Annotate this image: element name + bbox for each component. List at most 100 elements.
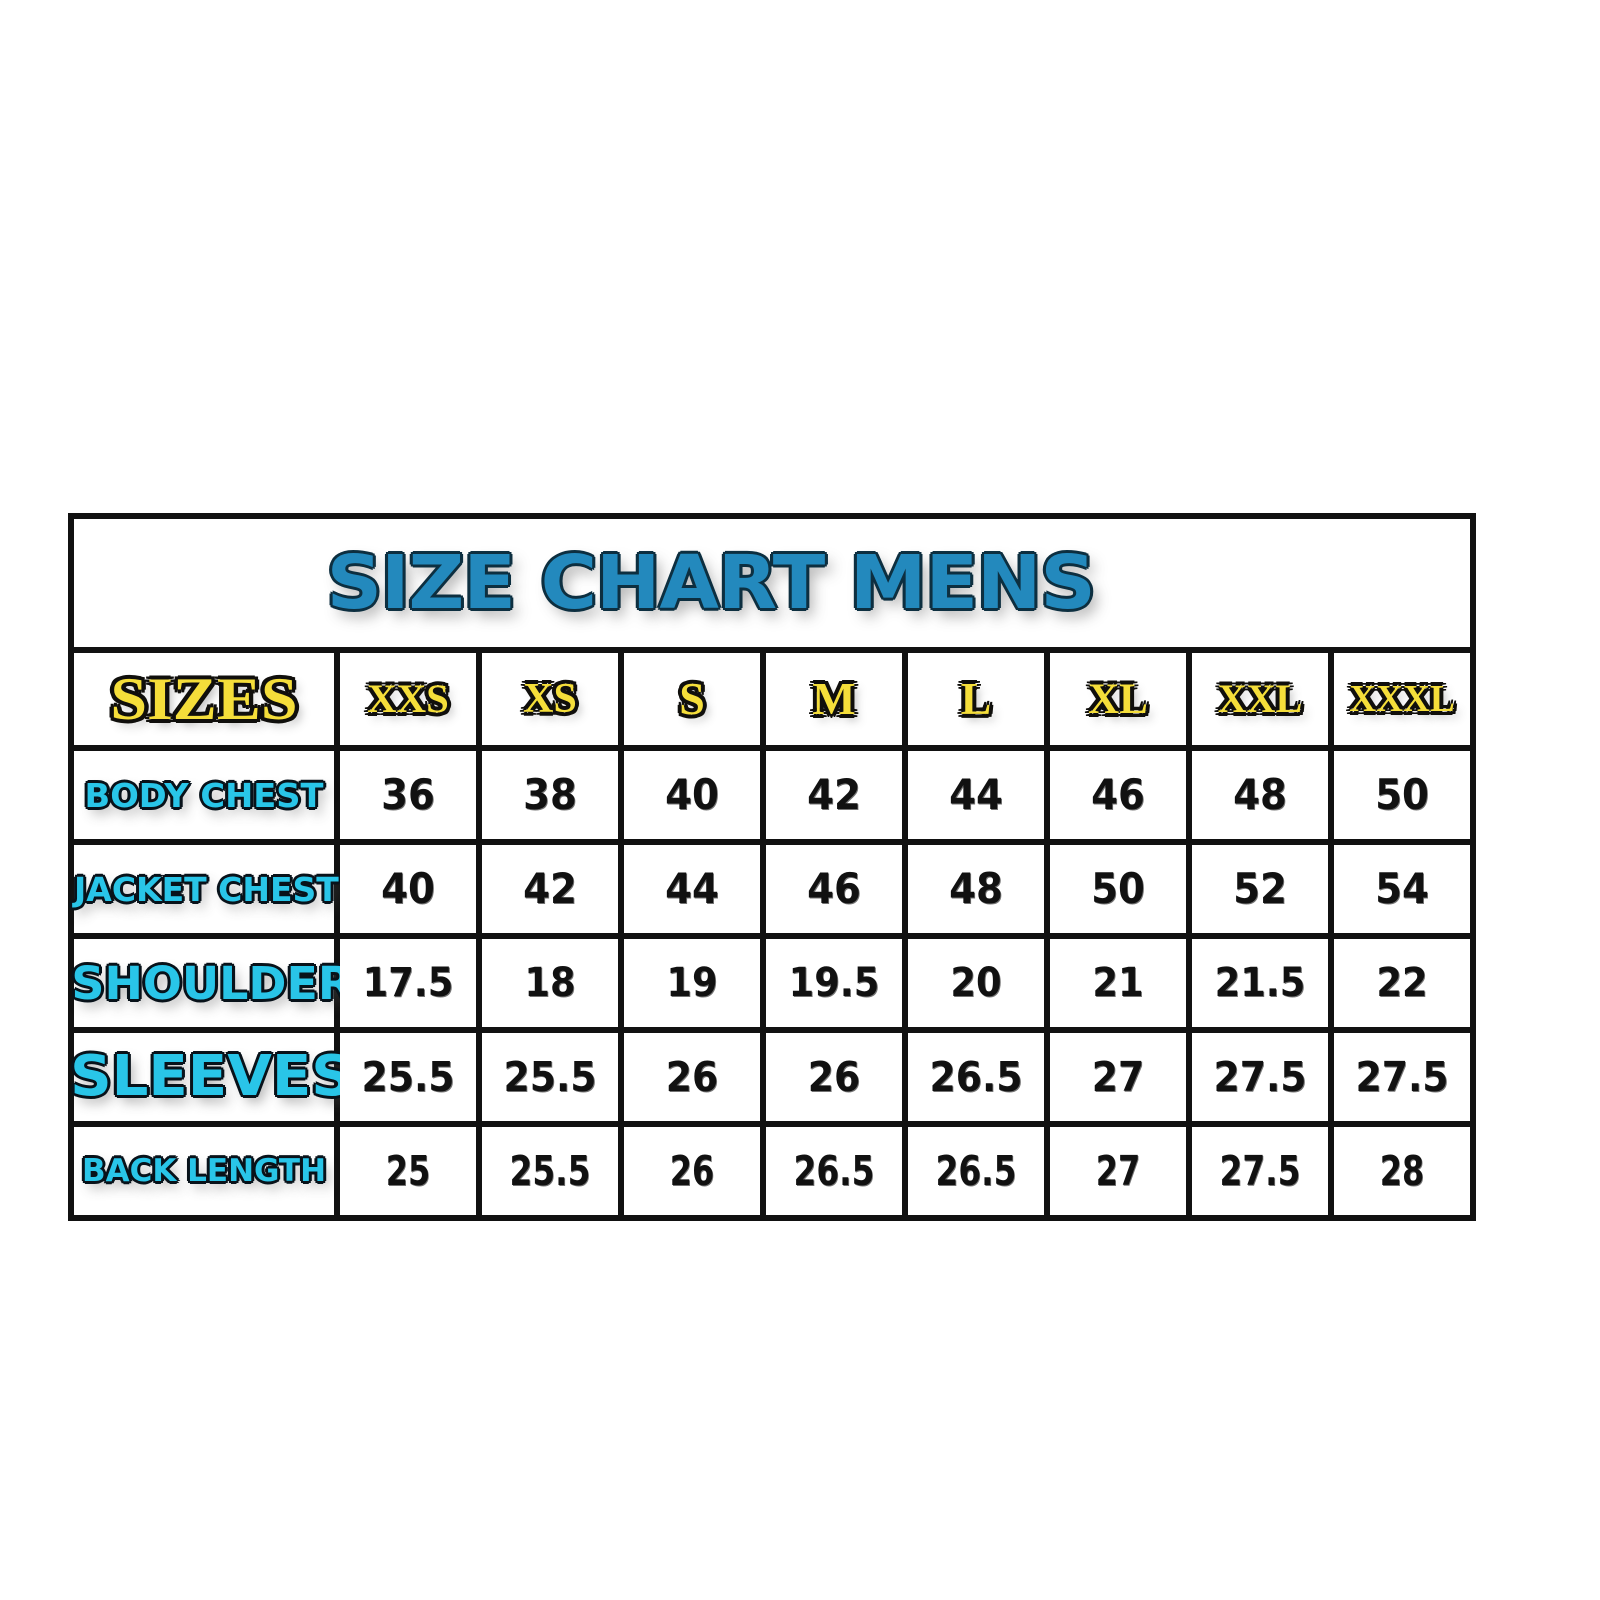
header-cell-xl: XL xyxy=(1044,647,1192,751)
cell-back-length-xxs: 25 xyxy=(334,1121,482,1221)
cell-value: 18 xyxy=(524,960,576,1006)
cell-shoulder-m: 19.5 xyxy=(760,933,908,1033)
cell-value: 27 xyxy=(1095,1146,1141,1195)
cell-sleeves-m: 26 xyxy=(760,1027,908,1127)
row-label-jacket-chest: JACKET CHEST xyxy=(74,869,339,909)
row-label-cell-body-chest: BODY CHEST xyxy=(68,745,340,845)
title-row: SIZE CHART MENS xyxy=(67,513,1477,653)
cell-body-chest-m: 42 xyxy=(760,745,908,845)
cell-value: 19 xyxy=(666,960,718,1006)
cell-value: 48 xyxy=(1233,770,1287,819)
cell-value: 27.5 xyxy=(1355,1052,1449,1101)
cell-body-chest-s: 40 xyxy=(618,745,766,845)
cell-value: 38 xyxy=(523,770,577,819)
cell-value: 54 xyxy=(1375,864,1429,913)
table-row: BODY CHEST 36 38 40 42 44 46 48 50 xyxy=(68,745,1477,845)
page-title: SIZE CHART MENS xyxy=(326,540,1096,626)
cell-body-chest-xxs: 36 xyxy=(334,745,482,845)
header-cell-xxs: XXS xyxy=(334,647,482,751)
cell-sleeves-xxl: 27.5 xyxy=(1186,1027,1334,1127)
header-label-s: S xyxy=(679,673,705,724)
header-label-l: L xyxy=(960,673,992,724)
cell-value: 40 xyxy=(381,864,435,913)
cell-shoulder-xs: 18 xyxy=(476,933,624,1033)
cell-value: 46 xyxy=(807,864,861,913)
cell-value: 25 xyxy=(385,1146,431,1195)
row-label-sleeves: SLEEVES xyxy=(70,1044,353,1109)
cell-sleeves-xl: 27 xyxy=(1044,1027,1192,1127)
cell-sleeves-xs: 25.5 xyxy=(476,1027,624,1127)
table-row: BACK LENGTH 25 25.5 26 26.5 26.5 27 27.5… xyxy=(68,1121,1477,1221)
cell-value: 22 xyxy=(1376,960,1428,1006)
cell-value: 19.5 xyxy=(788,960,880,1006)
cell-value: 42 xyxy=(523,864,577,913)
cell-value: 25.5 xyxy=(361,1052,455,1101)
cell-value: 46 xyxy=(1091,770,1145,819)
cell-jacket-chest-xs: 42 xyxy=(476,839,624,939)
cell-back-length-xs: 25.5 xyxy=(476,1121,624,1221)
cell-body-chest-xl: 46 xyxy=(1044,745,1192,845)
cell-jacket-chest-xxxl: 54 xyxy=(1327,839,1477,939)
cell-value: 26.5 xyxy=(935,1146,1017,1195)
cell-body-chest-l: 44 xyxy=(902,745,1050,845)
header-label-xxs: XXS xyxy=(367,676,449,721)
cell-shoulder-xxxl: 22 xyxy=(1327,933,1477,1033)
cell-value: 50 xyxy=(1375,770,1429,819)
cell-jacket-chest-s: 44 xyxy=(618,839,766,939)
cell-value: 21.5 xyxy=(1214,960,1306,1006)
cell-back-length-s: 26 xyxy=(618,1121,766,1221)
cell-value: 42 xyxy=(807,770,861,819)
header-label-xxxl: XXXL xyxy=(1349,678,1455,720)
cell-jacket-chest-xxl: 52 xyxy=(1186,839,1334,939)
cell-value: 52 xyxy=(1233,864,1287,913)
header-cell-l: L xyxy=(902,647,1050,751)
table-row: SHOULDER 17.5 18 19 19.5 20 21 21.5 22 xyxy=(68,933,1477,1033)
cell-body-chest-xxxl: 50 xyxy=(1327,745,1477,845)
table-row: JACKET CHEST 40 42 44 46 48 50 52 54 xyxy=(68,839,1477,939)
cell-value: 44 xyxy=(949,770,1003,819)
header-row: SIZES XXS XS S M L XL xyxy=(68,647,1477,751)
header-cell-sizes: SIZES xyxy=(68,647,340,751)
header-cell-m: M xyxy=(760,647,908,751)
cell-value: 50 xyxy=(1091,864,1145,913)
cell-sleeves-xxs: 25.5 xyxy=(334,1027,482,1127)
cell-sleeves-xxxl: 27.5 xyxy=(1327,1027,1477,1127)
cell-shoulder-xxs: 17.5 xyxy=(334,933,482,1033)
header-label-sizes: SIZES xyxy=(110,666,298,732)
cell-value: 17.5 xyxy=(362,960,454,1006)
row-label-cell-jacket-chest: JACKET CHEST xyxy=(68,839,340,939)
cell-jacket-chest-xxs: 40 xyxy=(334,839,482,939)
cell-value: 36 xyxy=(381,770,435,819)
cell-jacket-chest-m: 46 xyxy=(760,839,908,939)
cell-back-length-xxl: 27.5 xyxy=(1186,1121,1334,1221)
cell-back-length-m: 26.5 xyxy=(760,1121,908,1221)
row-label-shoulder: SHOULDER xyxy=(71,956,354,1010)
cell-value: 40 xyxy=(665,770,719,819)
row-label-body-chest: BODY CHEST xyxy=(84,775,324,815)
cell-value: 27.5 xyxy=(1213,1052,1307,1101)
cell-back-length-xl: 27 xyxy=(1044,1121,1192,1221)
cell-body-chest-xs: 38 xyxy=(476,745,624,845)
cell-value: 25.5 xyxy=(509,1146,591,1195)
cell-value: 26.5 xyxy=(929,1052,1023,1101)
row-label-back-length: BACK LENGTH xyxy=(81,1152,327,1189)
header-cell-xs: XS xyxy=(476,647,624,751)
cell-back-length-l: 26.5 xyxy=(902,1121,1050,1221)
cell-value: 26 xyxy=(665,1052,719,1101)
cell-value: 28 xyxy=(1379,1146,1425,1195)
cell-value: 21 xyxy=(1092,960,1144,1006)
header-label-xl: XL xyxy=(1088,675,1148,723)
header-cell-xxxl: XXXL xyxy=(1327,647,1477,751)
cell-value: 48 xyxy=(949,864,1003,913)
row-label-cell-sleeves: SLEEVES xyxy=(68,1027,353,1127)
header-cell-xxl: XXL xyxy=(1186,647,1334,751)
cell-shoulder-l: 20 xyxy=(902,933,1050,1033)
header-label-xs: XS xyxy=(523,676,577,722)
cell-value: 26 xyxy=(669,1146,715,1195)
cell-jacket-chest-l: 48 xyxy=(902,839,1050,939)
cell-shoulder-xxl: 21.5 xyxy=(1186,933,1334,1033)
title-cell: SIZE CHART MENS xyxy=(67,513,1477,653)
cell-value: 27 xyxy=(1091,1052,1145,1101)
cell-value: 25.5 xyxy=(503,1052,597,1101)
cell-value: 44 xyxy=(665,864,719,913)
